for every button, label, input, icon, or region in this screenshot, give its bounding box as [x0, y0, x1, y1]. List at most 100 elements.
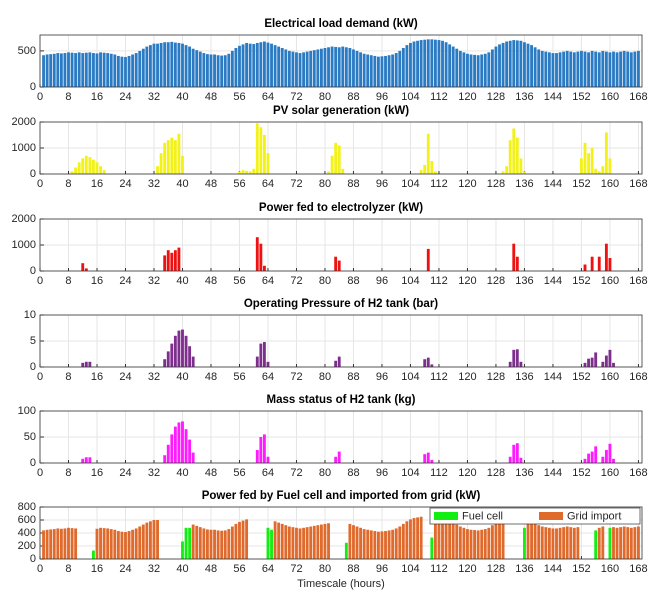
bar [138, 50, 142, 87]
x-tick-label: 168 [629, 178, 647, 190]
bar [369, 55, 373, 87]
bar-segment [419, 516, 423, 559]
bar [312, 50, 316, 87]
x-tick-label: 48 [205, 275, 217, 287]
bar-segment [138, 526, 142, 559]
bar-segment [312, 525, 316, 559]
x-tick-label: 48 [205, 563, 217, 575]
bar-segment [145, 522, 149, 559]
bar [81, 458, 85, 463]
bar [59, 53, 63, 87]
bar-segment [537, 525, 541, 559]
x-tick-label: 96 [376, 275, 388, 287]
x-tick-label: 152 [572, 563, 590, 575]
x-tick-label: 0 [37, 371, 43, 383]
bar [337, 260, 341, 271]
x-tick-label: 120 [458, 178, 476, 190]
bar [604, 355, 608, 367]
bar-segment [558, 527, 562, 559]
bar [166, 444, 170, 463]
x-tick-label: 136 [515, 467, 533, 479]
bar-segment [227, 529, 231, 559]
bar-segment [366, 529, 370, 559]
bar [505, 41, 509, 87]
bar [587, 358, 590, 367]
x-tick-label: 144 [544, 467, 562, 479]
panel-title: Electrical load demand (kW) [264, 18, 418, 30]
x-tick-label: 8 [65, 563, 71, 575]
x-tick-label: 128 [487, 91, 505, 103]
x-tick-label: 160 [601, 563, 619, 575]
bar [508, 361, 512, 367]
x-tick-label: 32 [148, 275, 160, 287]
bar [412, 41, 416, 87]
bar [270, 43, 273, 87]
bar-segment [59, 528, 63, 559]
bar [266, 361, 270, 367]
bar [259, 243, 263, 271]
bar [515, 256, 519, 271]
bar [181, 329, 184, 367]
bar [74, 167, 78, 174]
bar [45, 54, 49, 87]
bar-segment [608, 527, 612, 559]
bar [245, 170, 249, 174]
bar [494, 46, 498, 87]
bar [305, 51, 309, 87]
bar-segment [291, 527, 295, 559]
bar [523, 42, 526, 87]
panel-title: Power fed by Fuel cell and imported from… [202, 490, 481, 502]
bar [547, 52, 551, 87]
bar [166, 140, 170, 174]
bar [238, 45, 241, 87]
x-tick-label: 112 [430, 371, 448, 383]
bar [612, 458, 615, 463]
plot-frame [39, 34, 643, 88]
x-tick-label: 152 [572, 275, 590, 287]
bar [323, 48, 327, 87]
bar [70, 171, 74, 174]
legend-box [429, 507, 641, 525]
bar [419, 170, 423, 174]
bar [262, 434, 266, 463]
x-tick-label: 112 [430, 467, 448, 479]
bar [512, 243, 516, 271]
bar [612, 51, 615, 87]
x-tick-label: 40 [176, 371, 188, 383]
bar [629, 52, 633, 87]
bar-segment [490, 525, 494, 559]
bar [455, 48, 459, 87]
bar [109, 53, 113, 87]
x-tick-label: 48 [205, 371, 217, 383]
y-tick-label: 5 [30, 335, 36, 347]
bar-segment [483, 529, 487, 559]
bar [619, 51, 623, 87]
x-tick-label: 16 [91, 467, 103, 479]
bar-segment [619, 527, 623, 559]
x-tick-label: 144 [544, 178, 562, 190]
y-tick-label: 600 [18, 514, 36, 526]
bar [248, 171, 252, 174]
bar [262, 265, 266, 271]
bar [238, 171, 241, 174]
bar [95, 162, 99, 174]
bar-segment [494, 522, 498, 559]
bar [166, 42, 170, 87]
bar [252, 44, 256, 87]
bar [508, 456, 512, 463]
bar [544, 51, 548, 87]
x-tick-label: 136 [515, 371, 533, 383]
bar-segment [63, 528, 67, 559]
bar [437, 40, 441, 87]
bar [127, 55, 131, 87]
bar [426, 357, 430, 367]
bar [387, 55, 391, 87]
bar [508, 40, 512, 87]
bar [426, 39, 430, 87]
bar [252, 168, 256, 174]
y-tick-label: 0 [30, 361, 36, 373]
bar [63, 53, 67, 87]
bar [84, 52, 88, 87]
bar-segment [202, 528, 206, 559]
x-tick-label: 80 [319, 91, 331, 103]
